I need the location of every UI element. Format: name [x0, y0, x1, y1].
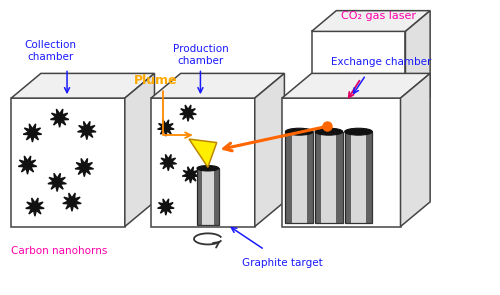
Polygon shape [366, 132, 372, 223]
Polygon shape [78, 121, 96, 140]
Polygon shape [197, 168, 218, 225]
Polygon shape [214, 168, 218, 225]
Polygon shape [344, 132, 372, 223]
Polygon shape [180, 105, 196, 121]
Polygon shape [151, 98, 255, 227]
Polygon shape [23, 124, 42, 142]
Polygon shape [312, 11, 430, 31]
Polygon shape [336, 132, 342, 223]
Polygon shape [344, 132, 351, 223]
Polygon shape [11, 73, 154, 98]
Polygon shape [158, 120, 174, 136]
Ellipse shape [315, 128, 342, 135]
Text: Plume: Plume [134, 74, 178, 87]
Polygon shape [151, 73, 284, 98]
Polygon shape [282, 73, 430, 98]
Polygon shape [286, 132, 292, 223]
Polygon shape [75, 158, 94, 177]
Polygon shape [50, 109, 69, 127]
Polygon shape [189, 139, 216, 167]
Polygon shape [197, 168, 202, 225]
Polygon shape [255, 73, 284, 227]
Text: Production
chamber: Production chamber [172, 44, 229, 66]
Polygon shape [315, 132, 322, 223]
Ellipse shape [286, 128, 313, 135]
Text: Exchange chamber: Exchange chamber [330, 57, 431, 67]
Polygon shape [315, 132, 342, 223]
Polygon shape [26, 198, 44, 216]
Polygon shape [62, 193, 81, 211]
Text: Carbon nanohorns: Carbon nanohorns [12, 246, 108, 256]
Polygon shape [48, 173, 66, 191]
Polygon shape [282, 98, 401, 227]
Polygon shape [400, 73, 430, 227]
Polygon shape [160, 154, 176, 171]
Polygon shape [182, 167, 199, 183]
Polygon shape [158, 199, 174, 215]
Polygon shape [18, 156, 37, 174]
Ellipse shape [197, 165, 218, 171]
Ellipse shape [344, 128, 372, 135]
Polygon shape [125, 73, 154, 227]
Text: CO₂ gas laser: CO₂ gas laser [341, 11, 416, 21]
Text: Collection
chamber: Collection chamber [24, 40, 76, 62]
Polygon shape [11, 98, 125, 227]
Polygon shape [286, 132, 313, 223]
Polygon shape [312, 31, 406, 118]
Polygon shape [307, 132, 313, 223]
Polygon shape [406, 11, 430, 118]
Text: Graphite target: Graphite target [242, 258, 322, 268]
